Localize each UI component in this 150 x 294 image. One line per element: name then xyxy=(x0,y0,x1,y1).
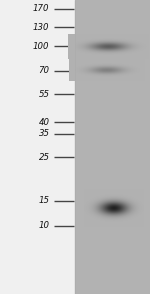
Text: 170: 170 xyxy=(33,4,50,13)
Text: 25: 25 xyxy=(39,153,50,162)
Text: 70: 70 xyxy=(39,66,50,75)
Text: 55: 55 xyxy=(39,90,50,98)
Text: 40: 40 xyxy=(39,118,50,126)
Text: 35: 35 xyxy=(39,129,50,138)
Text: 15: 15 xyxy=(39,196,50,205)
Bar xyxy=(0,0,75,294)
Text: 10: 10 xyxy=(39,221,50,230)
Text: 130: 130 xyxy=(33,23,50,31)
Bar xyxy=(75,0,150,294)
Text: 100: 100 xyxy=(33,42,50,51)
